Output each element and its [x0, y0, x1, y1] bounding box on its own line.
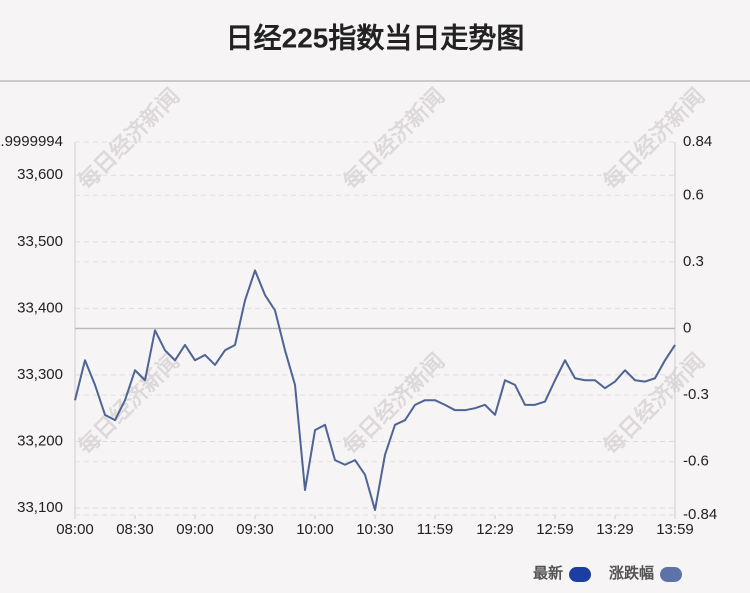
- x-tick-label: 09:30: [236, 521, 274, 538]
- x-tick-label: 11:59: [417, 521, 453, 538]
- y2-tick-label: 0.6: [683, 186, 704, 203]
- y-tick-label: 33,300: [17, 366, 63, 383]
- y2-tick-label: -0.6: [683, 453, 709, 470]
- y-tick-label: 33,100: [17, 499, 63, 516]
- x-tick-label: 08:00: [56, 521, 94, 538]
- x-tick-label: 13:59: [656, 521, 694, 538]
- y2-tick-label: 0: [683, 319, 691, 336]
- x-tick-label: 12:59: [536, 521, 574, 538]
- x-tick-label: 09:00: [176, 521, 214, 538]
- y-tick-label: 33,649.9999994: [0, 133, 63, 150]
- x-tick-label: 13:29: [596, 521, 634, 538]
- y-tick-label: 33,200: [17, 432, 63, 449]
- legend-swatch: [569, 567, 592, 582]
- chart-title: 日经225指数当日走势图: [226, 21, 525, 53]
- y-tick-label: 33,400: [17, 299, 63, 316]
- x-tick-label: 10:30: [356, 521, 394, 538]
- y2-tick-label: 0.84: [683, 133, 712, 150]
- line: [74, 269, 676, 512]
- x-tick-label: 12:29: [476, 521, 514, 538]
- y2-tick-label: -0.84: [683, 506, 717, 523]
- x-tick-label: 10:00: [296, 521, 334, 538]
- y-tick-label: 33,500: [17, 233, 63, 250]
- legend-label: 最新: [533, 564, 563, 582]
- legend-swatch: [660, 567, 683, 582]
- y2-tick-label: 0.3: [683, 253, 704, 270]
- y2-tick-label: -0.3: [683, 386, 709, 403]
- legend-label: 涨跌幅: [609, 564, 654, 582]
- x-tick-label: 08:30: [116, 521, 154, 538]
- y-tick-label: 33,600: [17, 166, 63, 183]
